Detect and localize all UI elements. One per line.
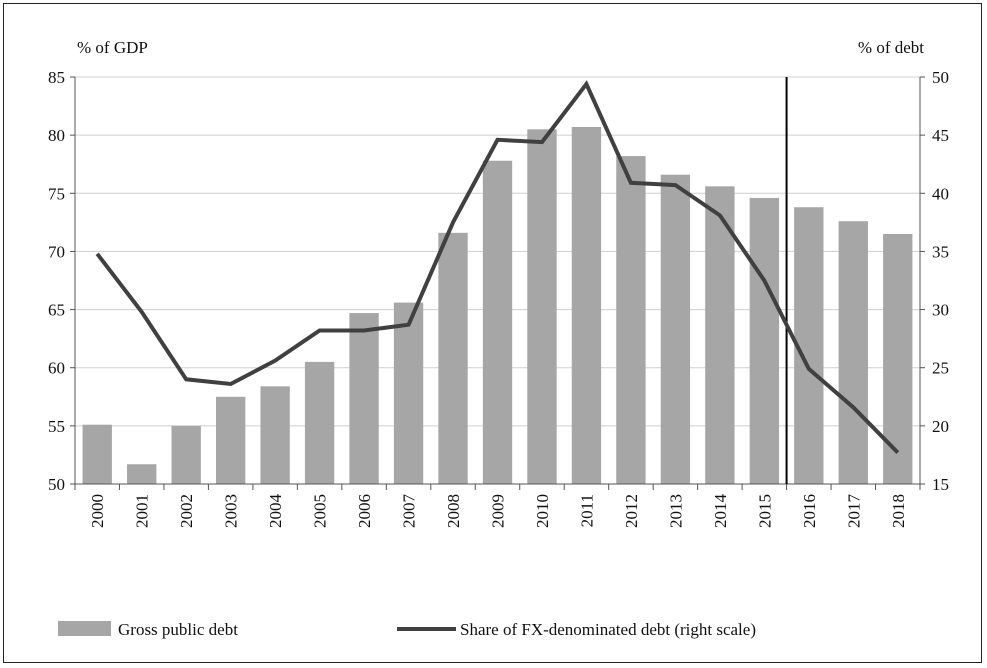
bar [482,160,513,484]
legend-swatch-bars [58,621,111,636]
right-tick-label: 50 [932,68,949,87]
x-tick-label: 2001 [133,494,152,528]
left-tick-label: 80 [48,126,65,145]
bar [838,221,868,485]
x-tick-label: 2010 [533,494,552,528]
bar [260,386,290,484]
bar [438,232,468,484]
axes [70,76,925,490]
left-tick-label: 70 [48,242,65,261]
left-tick-label: 55 [48,417,65,436]
x-tick-label: 2004 [266,494,285,529]
right-tick-label: 45 [932,126,949,145]
line-series [95,80,900,455]
bar [304,361,335,484]
bar-series [82,127,913,485]
bar [349,313,379,484]
bar [571,127,602,484]
right-tick-label: 40 [932,184,949,203]
left-tick-label: 85 [48,68,65,87]
bar [883,233,913,484]
x-tick-label: 2011 [577,494,596,527]
bar [527,129,557,485]
right-tick-label: 35 [932,242,949,261]
bar [660,174,691,484]
x-tick-label: 2013 [666,494,685,528]
bar [171,425,201,484]
x-tick-label: 2009 [489,494,508,528]
x-tick-label: 2005 [311,494,330,528]
x-tick-label: 2018 [889,494,908,528]
x-tick-label: 2012 [622,494,641,528]
legend-label-line: Share of FX-denominated debt (right scal… [460,620,756,639]
x-tick-label: 2015 [755,494,774,528]
left-axis-title: % of GDP [77,38,148,57]
x-tick-label: 2002 [177,494,196,528]
fx-debt-share-line [95,80,900,455]
x-tick-label: 2000 [88,494,107,528]
left-tick-label: 65 [48,301,65,320]
legend-label-bars: Gross public debt [118,620,238,639]
x-tick-label: 2016 [800,494,819,528]
x-tick-label: 2017 [844,494,863,529]
bar [705,186,735,484]
x-tick-label: 2003 [222,494,241,528]
left-tick-label: 50 [48,475,65,494]
tick-labels: 50 55 60 65 70 75 80 85 15 20 25 30 35 40 45 50 2000 2001… [48,68,949,528]
x-tick-label: 2008 [444,494,463,528]
bar [616,156,646,484]
right-axis-title: % of debt [858,38,924,57]
bar [127,464,157,484]
right-tick-label: 30 [932,301,949,320]
bar [82,424,112,484]
bar [215,396,246,484]
right-tick-label: 20 [932,417,949,436]
bar [393,302,424,484]
x-tick-label: 2014 [711,494,730,529]
legend: Gross public debt Share of FX-denominated… [58,620,756,639]
bar [749,197,780,485]
x-tick-label: 2007 [400,494,419,529]
left-tick-label: 60 [48,359,65,378]
x-tick-label: 2006 [355,494,374,528]
right-tick-label: 15 [932,475,949,494]
right-tick-label: 25 [932,359,949,378]
left-tick-label: 75 [48,184,65,203]
